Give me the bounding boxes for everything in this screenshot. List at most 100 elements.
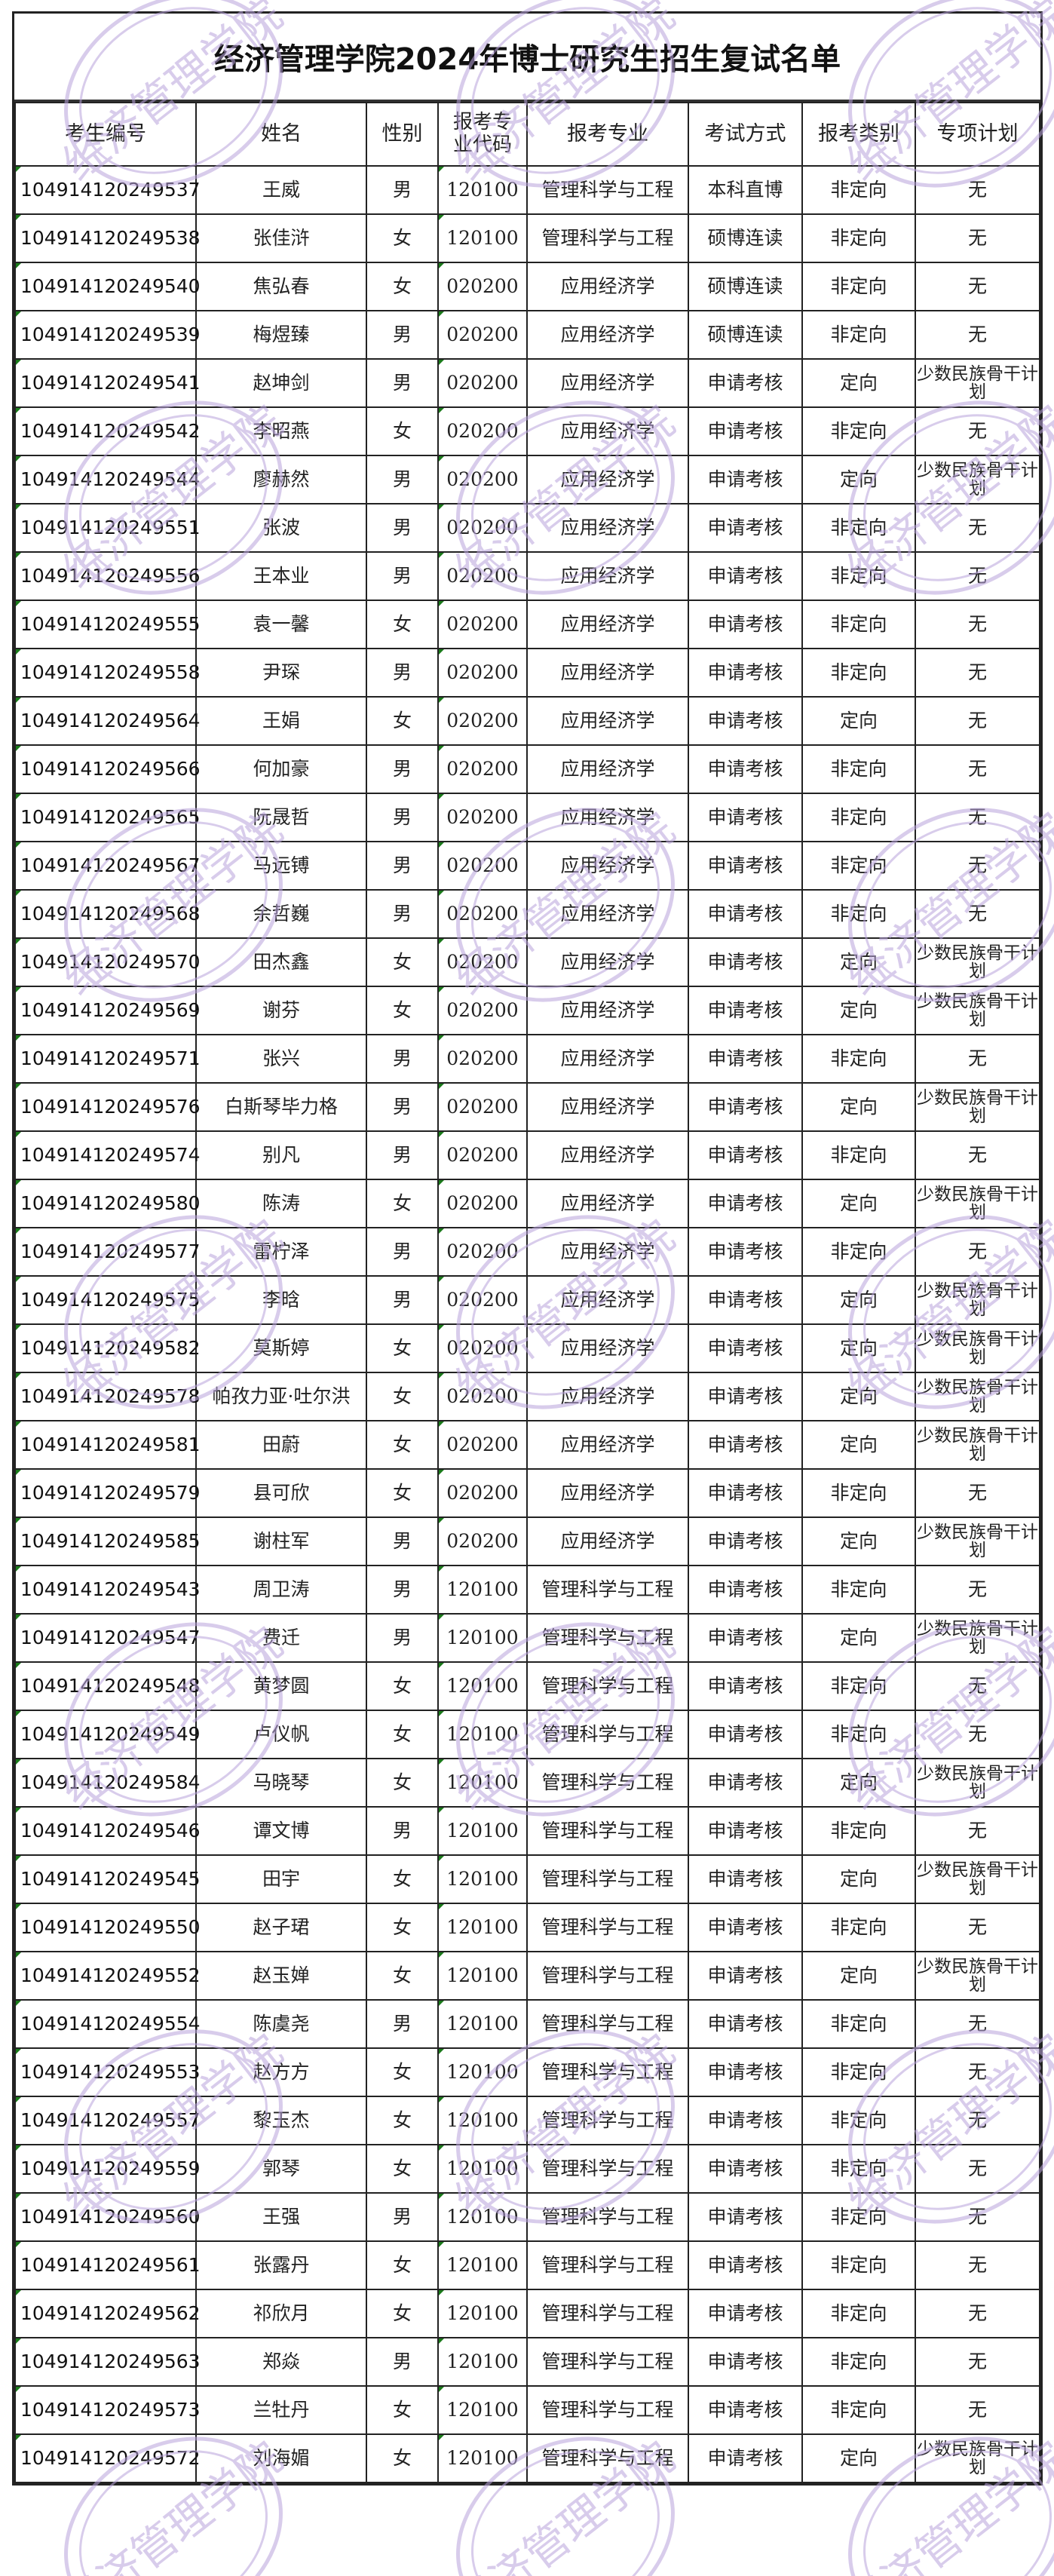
- header-exam-method: 考试方式: [688, 102, 803, 167]
- cell-category: 定向: [801, 455, 916, 504]
- cell-major: 管理科学与工程: [526, 2096, 689, 2145]
- cell-gender: 女: [366, 1661, 439, 1711]
- cell-candidate-id: 104914120249582: [14, 1323, 201, 1373]
- cell-major-code: 020200: [437, 358, 528, 408]
- cell-major: 应用经济学: [526, 937, 689, 987]
- cell-gender: 女: [366, 406, 439, 456]
- cell-candidate-id: 104914120249540: [14, 262, 201, 311]
- cell-category: 非定向: [801, 406, 916, 456]
- cell-gender: 女: [366, 1179, 439, 1228]
- table-row: 104914120249545 田宇女 120100 管理科学与工程 申请考核 定向 少数民…: [14, 1854, 1040, 1904]
- cell-special-plan: 少数民族骨干计划: [915, 1420, 1040, 1470]
- cell-special-plan: 无: [915, 744, 1040, 794]
- cell-gender: 男: [366, 310, 439, 360]
- cell-major-code: 020200: [437, 696, 528, 746]
- cell-candidate-id: 104914120249563: [14, 2337, 201, 2387]
- cell-major-code: 020200: [437, 1034, 528, 1084]
- cell-candidate-name: 雷柠泽: [195, 1227, 367, 1277]
- cell-candidate-id: 104914120249565: [14, 793, 201, 842]
- cell-gender: 男: [366, 744, 439, 794]
- table-row: 104914120249571 张兴男 020200 应用经济学 申请考核 非定向无: [14, 1034, 1040, 1084]
- cell-major-code: 020200: [437, 1323, 528, 1373]
- header-special-plan: 专项计划: [915, 102, 1040, 167]
- cell-special-plan: 少数民族骨干计划: [915, 2433, 1040, 2483]
- cell-major: 管理科学与工程: [526, 1854, 689, 1904]
- cell-major: 管理科学与工程: [526, 2144, 689, 2194]
- cell-major-code: 020200: [437, 551, 528, 601]
- cell-gender: 男: [366, 1082, 439, 1132]
- cell-major: 应用经济学: [526, 1082, 689, 1132]
- cell-major-code: 120100: [437, 1806, 528, 1856]
- cell-special-plan: 少数民族骨干计划: [915, 1372, 1040, 1421]
- cell-category: 定向: [801, 1323, 916, 1373]
- cell-candidate-id: 104914120249543: [14, 1565, 201, 1615]
- cell-candidate-name: 王威: [195, 165, 367, 215]
- table-row: 104914120249543 周卫涛男 120100 管理科学与工程 申请考核 非定向无: [14, 1565, 1040, 1615]
- table-row: 104914120249551 张波男 020200 应用经济学 申请考核 非定向无: [14, 503, 1040, 553]
- cell-major-code: 120100: [437, 2047, 528, 2097]
- table-row: 104914120249548 黄梦圆女 120100 管理科学与工程 申请考核 非定向无: [14, 1661, 1040, 1711]
- cell-special-plan: 少数民族骨干计划: [915, 1951, 1040, 2001]
- cell-major: 应用经济学: [526, 1516, 689, 1566]
- cell-major: 应用经济学: [526, 1468, 689, 1518]
- table-row: 104914120249541 赵坤剑男 020200 应用经济学 申请考核 定向 少数民族…: [14, 358, 1040, 408]
- cell-category: 定向: [801, 1275, 916, 1325]
- cell-major-code: 120100: [437, 1999, 528, 2049]
- cell-candidate-id: 104914120249539: [14, 310, 201, 360]
- cell-category: 非定向: [801, 793, 916, 842]
- cell-major-code: 020200: [437, 793, 528, 842]
- cell-major: 应用经济学: [526, 986, 689, 1035]
- table-row: 104914120249547 费迁男 120100 管理科学与工程 申请考核 定向 少数民…: [14, 1613, 1040, 1663]
- table-row: 104914120249542 李昭燕女 020200 应用经济学 申请考核 非定向无: [14, 406, 1040, 456]
- cell-candidate-id: 104914120249559: [14, 2144, 201, 2194]
- cell-candidate-id: 104914120249558: [14, 648, 201, 698]
- cell-candidate-id: 104914120249555: [14, 600, 201, 649]
- cell-special-plan: 无: [915, 2289, 1040, 2338]
- cell-gender: 男: [366, 165, 439, 215]
- cell-category: 非定向: [801, 648, 916, 698]
- cell-candidate-id: 104914120249568: [14, 889, 201, 939]
- cell-candidate-id: 104914120249562: [14, 2289, 201, 2338]
- table-row: 104914120249581 田蔚女 020200 应用经济学 申请考核 定向 少数民族骨…: [14, 1420, 1040, 1470]
- table-row: 104914120249568 余哲巍男 020200 应用经济学 申请考核 非定向无: [14, 889, 1040, 939]
- cell-major-code: 120100: [437, 2096, 528, 2145]
- cell-category: 定向: [801, 1613, 916, 1663]
- cell-candidate-name: 阮晟哲: [195, 793, 367, 842]
- cell-special-plan: 无: [915, 165, 1040, 215]
- cell-special-plan: 无: [915, 406, 1040, 456]
- cell-special-plan: 无: [915, 262, 1040, 311]
- cell-exam-method: 申请考核: [688, 889, 803, 939]
- cell-candidate-name: 张兴: [195, 1034, 367, 1084]
- cell-major: 管理科学与工程: [526, 2240, 689, 2290]
- cell-candidate-name: 尹琛: [195, 648, 367, 698]
- cell-category: 定向: [801, 358, 916, 408]
- table-row: 104914120249578 帕孜力亚·吐尔洪女 020200 应用经济学 申请考核定…: [14, 1372, 1040, 1421]
- cell-category: 非定向: [801, 2192, 916, 2242]
- cell-category: 定向: [801, 1854, 916, 1904]
- cell-candidate-id: 104914120249546: [14, 1806, 201, 1856]
- cell-category: 非定向: [801, 2144, 916, 2194]
- cell-major-code: 020200: [437, 1227, 528, 1277]
- cell-special-plan: 无: [915, 503, 1040, 553]
- table-row: 104914120249537 王威男 120100 管理科学与工程 本科直博 非定向无: [14, 165, 1040, 215]
- cell-major: 应用经济学: [526, 1323, 689, 1373]
- cell-candidate-name: 田宇: [195, 1854, 367, 1904]
- cell-candidate-name: 别凡: [195, 1130, 367, 1180]
- cell-major-code: 120100: [437, 2385, 528, 2435]
- cell-exam-method: 申请考核: [688, 2385, 803, 2435]
- cell-candidate-id: 104914120249570: [14, 937, 201, 987]
- cell-major-code: 120100: [437, 2289, 528, 2338]
- cell-exam-method: 申请考核: [688, 2192, 803, 2242]
- cell-gender: 女: [366, 2144, 439, 2194]
- cell-category: 非定向: [801, 889, 916, 939]
- table-row: 104914120249563 郑焱男 120100 管理科学与工程 申请考核 非定向无: [14, 2337, 1040, 2387]
- cell-special-plan: 无: [915, 310, 1040, 360]
- cell-major-code: 120100: [437, 2240, 528, 2290]
- cell-candidate-id: 104914120249550: [14, 1903, 201, 1952]
- cell-category: 非定向: [801, 503, 916, 553]
- cell-major: 应用经济学: [526, 406, 689, 456]
- header-gender: 性别: [366, 102, 439, 167]
- cell-special-plan: 少数民族骨干计划: [915, 455, 1040, 504]
- cell-candidate-name: 黄梦圆: [195, 1661, 367, 1711]
- cell-category: 非定向: [801, 2385, 916, 2435]
